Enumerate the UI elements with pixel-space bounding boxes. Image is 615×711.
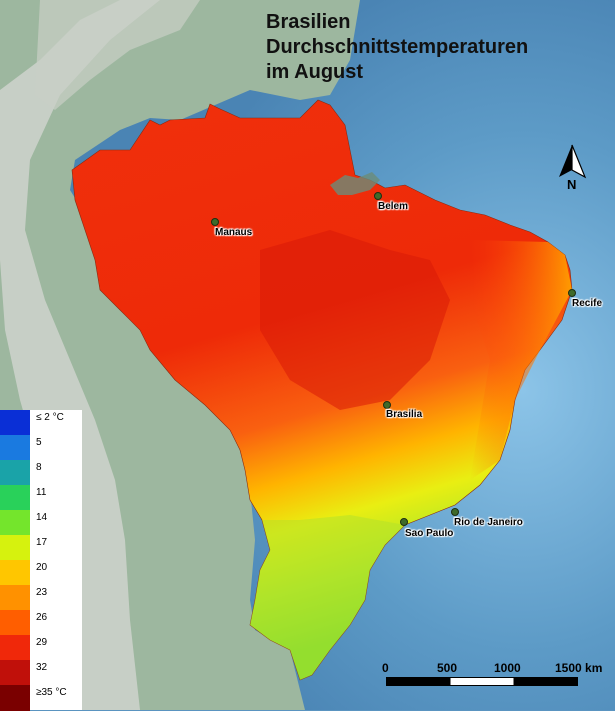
legend-label: ≥35 °C bbox=[36, 687, 67, 698]
scale-label-500: 500 bbox=[437, 661, 458, 675]
legend-label: 14 bbox=[36, 512, 48, 523]
scale-label-1500: 1500 km bbox=[555, 661, 603, 675]
city-label-sao-paulo: Sao Paulo bbox=[405, 528, 454, 539]
legend-swatch bbox=[0, 560, 30, 586]
legend-swatch bbox=[0, 660, 30, 686]
hot-core bbox=[260, 230, 450, 410]
map-title-line1: Brasilien bbox=[266, 11, 351, 33]
legend-swatch bbox=[0, 510, 30, 536]
map-title-line2: Durchschnittstemperaturen bbox=[266, 36, 529, 58]
legend-swatch bbox=[0, 585, 30, 611]
city-label-recife: Recife bbox=[572, 298, 603, 309]
temperature-legend bbox=[0, 410, 30, 711]
scale-bar bbox=[386, 677, 578, 686]
legend-label: 23 bbox=[36, 587, 48, 598]
legend-label: 26 bbox=[36, 612, 48, 623]
amazon-delta bbox=[330, 172, 380, 195]
east-coast-warm bbox=[470, 240, 572, 480]
south-cool-zone bbox=[250, 515, 405, 680]
city-label-manaus: Manaus bbox=[215, 227, 253, 238]
city-marker-rio bbox=[451, 508, 459, 516]
legend-swatch bbox=[0, 410, 30, 436]
legend-swatch bbox=[0, 460, 30, 486]
city-label-belem: Belem bbox=[378, 201, 409, 212]
city-marker-manaus bbox=[211, 218, 219, 226]
city-label-rio: Rio de Janeiro bbox=[454, 517, 523, 528]
scale-label-0: 0 bbox=[382, 661, 389, 675]
legend-swatch bbox=[0, 610, 30, 636]
legend-label: 29 bbox=[36, 637, 48, 648]
legend-label: 32 bbox=[36, 662, 48, 673]
city-marker-sao-paulo bbox=[400, 518, 408, 526]
andes-relief-north bbox=[35, 0, 200, 110]
legend-label: 11 bbox=[36, 487, 47, 498]
andes-relief bbox=[0, 0, 160, 710]
city-marker-brasilia bbox=[383, 401, 391, 409]
legend-label: ≤ 2 °C bbox=[36, 412, 64, 423]
legend-label: 20 bbox=[36, 562, 48, 573]
legend-swatch bbox=[0, 485, 30, 511]
map-title-line3: im August bbox=[266, 61, 364, 83]
north-arrow-icon bbox=[559, 144, 587, 179]
legend-panel bbox=[30, 410, 82, 710]
scale-label-1000: 1000 bbox=[494, 661, 521, 675]
legend-label: 17 bbox=[36, 537, 48, 548]
legend-swatch bbox=[0, 635, 30, 661]
city-label-brasilia: Brasilia bbox=[386, 409, 423, 420]
legend-swatch bbox=[0, 435, 30, 461]
city-marker-recife bbox=[568, 289, 576, 297]
city-marker-belem bbox=[374, 192, 382, 200]
north-arrow-label: N bbox=[567, 177, 577, 192]
legend-label: 5 bbox=[36, 437, 42, 448]
legend-swatch bbox=[0, 685, 30, 711]
legend-swatch bbox=[0, 535, 30, 561]
legend-label: 8 bbox=[36, 462, 42, 473]
